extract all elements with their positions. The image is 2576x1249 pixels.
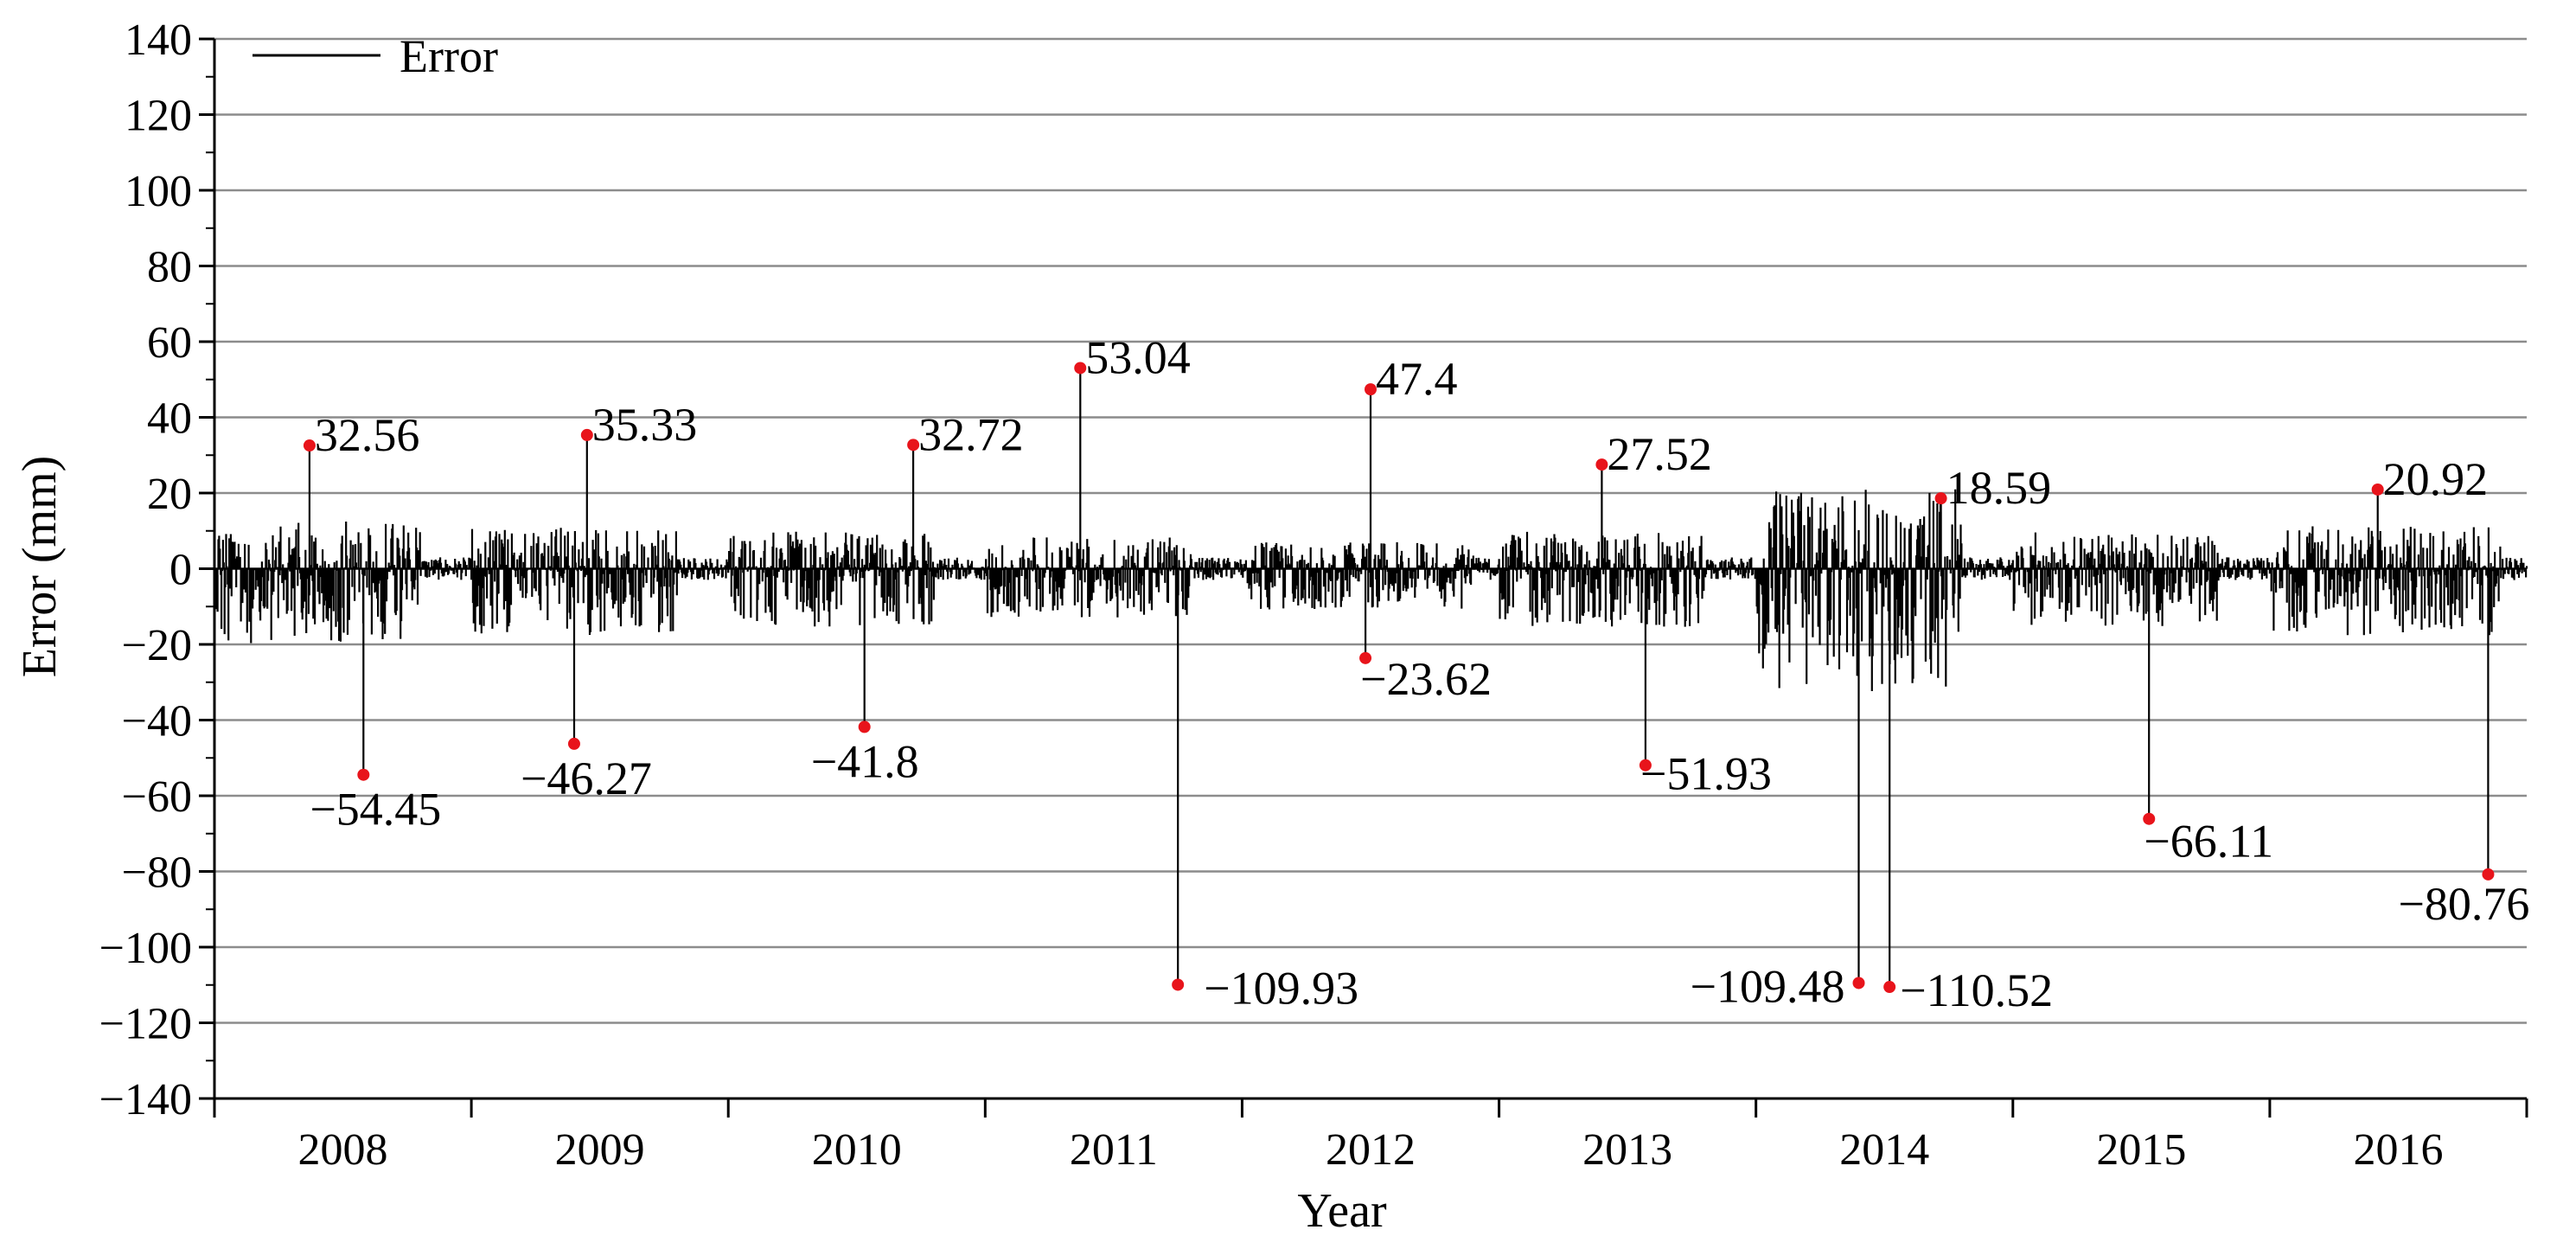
y-tick-label: −100	[99, 924, 192, 973]
y-tick-label: 0	[169, 546, 192, 595]
extreme-point	[2371, 483, 2384, 496]
extreme-point	[858, 721, 871, 733]
y-axis-title: Error (mm)	[13, 456, 67, 678]
extreme-point	[1934, 492, 1947, 505]
extreme-label: −41.8	[811, 735, 919, 787]
extreme-point	[907, 439, 920, 452]
extreme-label: 32.56	[315, 409, 420, 461]
extreme-point	[1852, 977, 1865, 990]
x-tick-label: 2008	[298, 1125, 388, 1175]
y-tick-label: 20	[147, 470, 192, 519]
extreme-point	[1172, 978, 1185, 991]
extreme-label: 47.4	[1376, 353, 1458, 405]
x-tick-label: 2011	[1070, 1125, 1158, 1175]
y-tick-label: −120	[99, 1000, 192, 1049]
x-tick-label: 2016	[2353, 1125, 2443, 1175]
legend-entry-error: Error	[400, 30, 498, 82]
error-series	[213, 368, 2528, 987]
y-tick-label: 80	[147, 243, 192, 292]
y-tick-label: −20	[122, 621, 192, 670]
extreme-label: −109.48	[1691, 960, 1845, 1012]
x-tick-label: 2010	[812, 1125, 902, 1175]
extreme-point	[1595, 458, 1608, 471]
extreme-points	[303, 362, 2495, 994]
extreme-point	[1639, 759, 1652, 772]
y-tick-label: 120	[125, 92, 192, 141]
extreme-point	[1365, 383, 1377, 396]
extreme-label: 20.92	[2383, 453, 2489, 505]
y-tick-label: 60	[147, 318, 192, 368]
y-tick-label: −80	[122, 849, 192, 898]
extreme-label: 32.72	[918, 408, 1024, 460]
x-axis-title: Year	[1297, 1184, 1387, 1238]
y-tick-label: −40	[122, 697, 192, 746]
extreme-label: −46.27	[521, 753, 652, 804]
x-tick-label: 2012	[1326, 1125, 1416, 1175]
x-tick-label: 2013	[1582, 1125, 1672, 1175]
grid-lines	[214, 37, 2527, 1024]
extreme-point	[1074, 362, 1087, 375]
extreme-label: 27.52	[1607, 428, 1712, 480]
extreme-point	[303, 439, 316, 452]
legend: Error	[252, 30, 498, 82]
y-tick-label: −140	[99, 1075, 192, 1124]
x-tick-label: 2015	[2096, 1125, 2186, 1175]
extreme-label: −80.76	[2398, 878, 2529, 930]
extreme-label: −109.93	[1204, 962, 1358, 1014]
extreme-label: 18.59	[1946, 462, 2052, 514]
extreme-point	[580, 428, 593, 441]
extreme-labels: 32.56 −54.45 35.33 −46.27 32.72 −41.8 53.04 −10…	[310, 331, 2529, 1016]
y-tick-label: −60	[122, 772, 192, 822]
x-tick-label: 2009	[555, 1125, 645, 1175]
x-tick-label: 2014	[1839, 1125, 1929, 1175]
extreme-point	[2143, 812, 2156, 825]
extreme-label: −66.11	[2144, 816, 2273, 868]
y-tick-label: 100	[125, 167, 192, 216]
extreme-label: −110.52	[1900, 964, 2053, 1016]
extreme-label: −23.62	[1360, 653, 1492, 705]
extreme-point	[1883, 981, 1896, 994]
extreme-point	[1359, 651, 1372, 664]
extreme-label: −54.45	[310, 784, 441, 836]
extreme-label: −51.93	[1640, 748, 1772, 800]
y-tick-label: 140	[125, 16, 192, 65]
extreme-point	[357, 768, 370, 781]
extreme-point	[567, 737, 580, 750]
error-series-line	[213, 368, 2528, 987]
y-tick-label: 40	[147, 394, 192, 444]
axes: −140 −120 −100 −80 −60 −40 −20 0 20 40 60 80 100 120 1…	[99, 16, 2528, 1175]
extreme-point	[2482, 868, 2495, 881]
extreme-label: 35.33	[592, 399, 698, 451]
extreme-label: 53.04	[1085, 331, 1191, 383]
